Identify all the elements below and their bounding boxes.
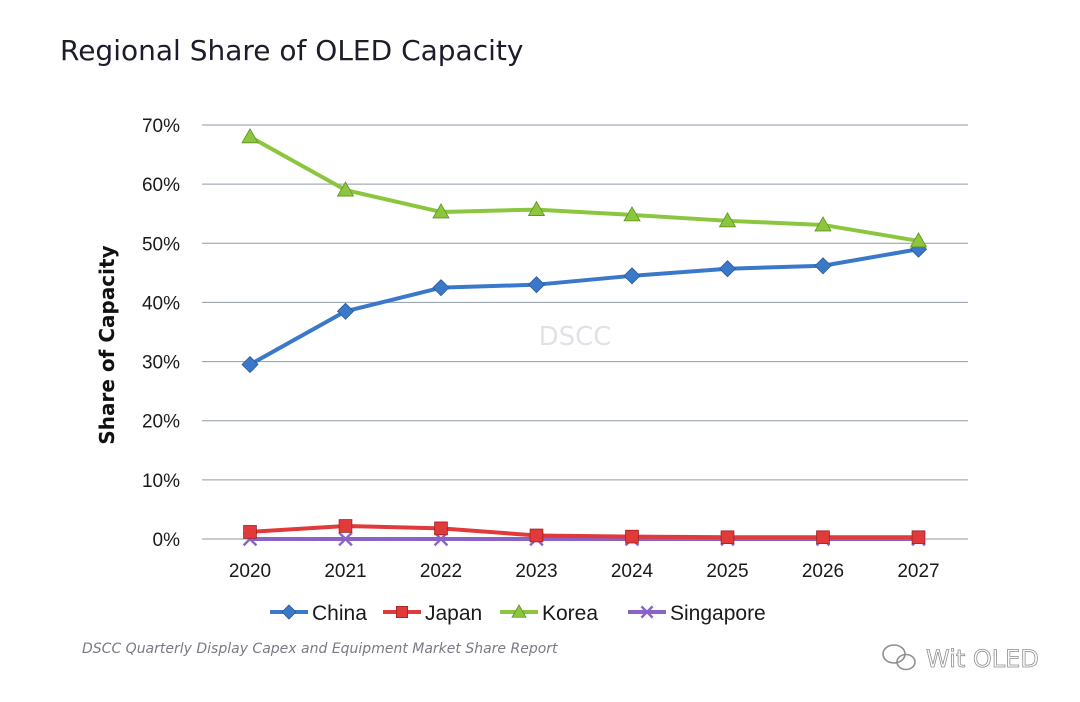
- series-line-china: [248, 247, 921, 367]
- legend-label: China: [312, 602, 367, 625]
- data-point-japan: [529, 528, 544, 543]
- series-china: [241, 240, 928, 374]
- y-tick-label: 40%: [142, 293, 180, 314]
- legend-item-singapore: Singapore: [628, 602, 766, 625]
- series-line-korea: [248, 134, 921, 243]
- data-point-korea: [718, 212, 737, 228]
- data-point-china: [336, 302, 355, 320]
- brand-badge: Wit OLED: [882, 644, 1039, 673]
- data-point-korea: [432, 203, 450, 219]
- data-point-japan: [338, 519, 353, 533]
- data-point-china: [814, 257, 832, 275]
- data-point-japan: [816, 530, 830, 545]
- data-point-singapore: [338, 531, 353, 547]
- y-tick-label: 60%: [142, 175, 180, 196]
- x-tick-label: 2025: [706, 561, 748, 582]
- data-point-japan: [911, 530, 926, 545]
- data-point-japan: [243, 525, 257, 539]
- y-tick-label: 20%: [142, 412, 180, 433]
- data-point-china: [718, 260, 737, 278]
- data-point-korea: [527, 200, 546, 216]
- gridlines: [202, 124, 968, 540]
- data-point-japan: [625, 529, 639, 544]
- data-point-korea: [909, 232, 928, 248]
- data-point-china: [241, 355, 259, 374]
- chart-title: Regional Share of OLED Capacity: [60, 34, 523, 67]
- data-point-japan: [720, 530, 735, 545]
- y-axis-label: Share of Capacity: [95, 245, 119, 444]
- series-lines: [241, 128, 928, 547]
- source-note: DSCC Quarterly Display Capex and Equipme…: [82, 641, 558, 657]
- y-axis-ticks: 0% 10% 20% 30% 40% 50% 60% 70%: [142, 116, 180, 551]
- x-tick-label: 2023: [515, 561, 557, 582]
- x-axis-ticks: 2020 2021 2022 2023 2024 2025 2026 2027: [229, 561, 940, 582]
- legend-item-korea: Korea: [500, 602, 598, 625]
- x-tick-label: 2021: [324, 561, 366, 582]
- legend-item-japan: Japan: [383, 602, 482, 625]
- series-korea: [241, 128, 928, 248]
- brand-name: Wit OLED: [926, 645, 1039, 673]
- legend-marker: [640, 605, 654, 619]
- watermark: DSCC: [539, 322, 612, 352]
- data-point-china: [623, 267, 641, 285]
- y-tick-label: 70%: [142, 116, 180, 137]
- legend: China Japan Korea Singapore: [270, 602, 766, 625]
- x-tick-label: 2020: [229, 561, 271, 582]
- x-tick-label: 2024: [611, 561, 654, 582]
- legend-marker: [281, 604, 297, 620]
- data-point-korea: [336, 181, 355, 197]
- y-tick-label: 50%: [142, 234, 180, 255]
- x-tick-label: 2026: [802, 561, 844, 582]
- legend-label: Korea: [542, 602, 598, 625]
- y-tick-label: 30%: [142, 353, 180, 374]
- series-japan: [243, 519, 926, 545]
- x-tick-label: 2022: [420, 561, 462, 582]
- data-point-korea: [623, 206, 641, 222]
- legend-marker: [395, 606, 408, 619]
- data-point-china: [527, 276, 546, 294]
- legend-label: Japan: [425, 602, 482, 625]
- wechat-icon: [882, 644, 916, 671]
- data-point-korea: [241, 128, 259, 144]
- y-tick-label: 10%: [142, 471, 180, 492]
- y-tick-label: 0%: [153, 530, 181, 551]
- series-line-japan: [248, 523, 921, 540]
- x-tick-label: 2027: [897, 561, 939, 582]
- data-point-korea: [814, 216, 832, 232]
- data-point-japan: [434, 521, 448, 536]
- legend-marker: [511, 604, 527, 618]
- legend-item-china: China: [270, 602, 367, 625]
- data-point-china: [432, 279, 450, 297]
- legend-label: Singapore: [670, 602, 766, 625]
